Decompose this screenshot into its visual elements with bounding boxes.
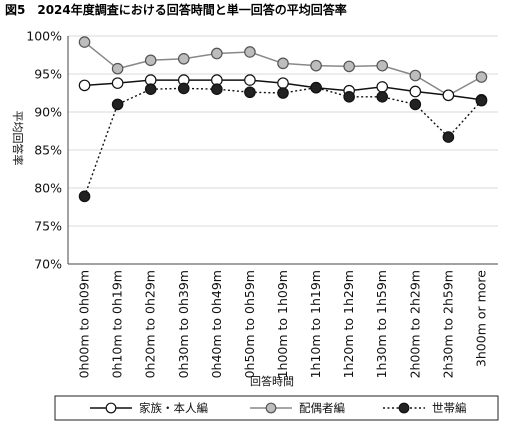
data-point — [144, 83, 157, 95]
data-point — [78, 36, 91, 48]
x-tick-label: 0h30m to 0h39m — [176, 270, 191, 378]
data-point — [409, 98, 422, 111]
chart-title: 図5 2024年度調査における回答時間と単一回答の平均回答率 — [5, 2, 347, 17]
data-point — [211, 83, 223, 95]
data-point — [376, 91, 389, 103]
legend: 家族・本人編 配偶者編 世帯編 — [54, 395, 499, 421]
legend-marker — [265, 402, 277, 414]
data-point — [343, 91, 355, 103]
x-tick-label: 0h40m to 0h49m — [209, 270, 224, 378]
x-tick-label: 2h00m to 2h29m — [407, 270, 422, 378]
data-point — [111, 62, 124, 75]
data-point — [211, 47, 223, 60]
x-axis-label: 回答時間 — [250, 374, 294, 388]
x-tick-label: 1h30m to 1h59m — [374, 270, 389, 378]
data-point — [277, 87, 289, 99]
y-tick-label: 100% — [26, 29, 62, 44]
legend-label: 配偶者編 — [299, 401, 345, 415]
legend-marker — [398, 402, 410, 414]
legend-label: 世帯編 — [432, 401, 467, 415]
legend-label: 家族・本人編 — [139, 401, 208, 415]
data-point — [409, 69, 422, 82]
y-tick-label: 75% — [34, 219, 62, 234]
x-tick-label: 0h10m to 0h19m — [110, 270, 125, 378]
y-tick-label: 90% — [34, 105, 62, 120]
data-point — [277, 57, 289, 70]
series-line — [83, 86, 483, 197]
data-point — [277, 77, 289, 89]
x-tick-label: 0h50m to 0h59m — [242, 270, 257, 378]
series-group — [78, 36, 488, 203]
data-point — [78, 79, 91, 92]
y-tick-label: 85% — [34, 143, 62, 158]
data-point — [244, 74, 256, 86]
data-point — [78, 190, 91, 203]
y-axis-label: 平均回答率 — [11, 111, 25, 166]
data-point — [376, 59, 389, 72]
data-point — [177, 82, 190, 95]
x-tick-label: 1h20m to 1h29m — [341, 270, 356, 378]
data-point — [310, 81, 322, 94]
y-axis-ticks: 100% 95% 90% 85% 80% 75% 70% — [26, 29, 62, 272]
data-point — [475, 71, 488, 83]
data-point — [111, 77, 124, 89]
data-point — [310, 59, 322, 72]
data-point — [409, 85, 422, 98]
data-point — [244, 46, 256, 58]
data-point — [177, 52, 190, 65]
data-point — [376, 81, 389, 93]
x-tick-label: 1h00m to 1h09m — [275, 270, 290, 378]
y-tick-label: 80% — [34, 181, 62, 196]
y-tick-label: 95% — [34, 67, 62, 82]
data-point — [343, 60, 355, 73]
data-point — [475, 94, 488, 107]
x-tick-label: 1h10m to 1h19m — [308, 270, 323, 378]
x-tick-label: 0h00m to 0h09m — [77, 270, 92, 378]
data-point — [144, 54, 157, 67]
grid — [67, 35, 498, 265]
legend-marker — [105, 402, 117, 414]
data-point — [442, 89, 455, 102]
y-tick-label: 70% — [34, 257, 62, 272]
x-tick-label: 2h30m to 2h59m — [440, 270, 455, 378]
series-1 — [78, 36, 488, 102]
data-point — [442, 131, 455, 143]
x-tick-label: 0h20m to 0h29m — [143, 270, 158, 378]
data-point — [244, 86, 256, 99]
data-point — [111, 98, 124, 111]
series-2 — [78, 81, 488, 203]
x-axis-ticks: 0h00m to 0h09m 0h10m to 0h19m 0h20m to 0h2… — [77, 270, 489, 379]
x-tick-label: 3h00m or more — [473, 270, 488, 367]
